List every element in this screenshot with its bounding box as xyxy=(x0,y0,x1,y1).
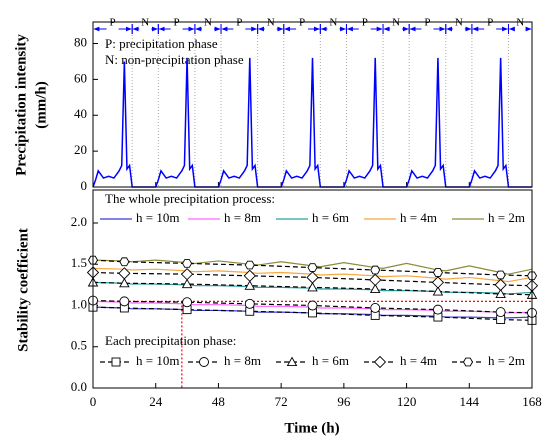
phase-label: N xyxy=(204,17,212,29)
marker xyxy=(244,280,256,290)
phase-label: N xyxy=(516,17,524,29)
y-tick-label: 80 xyxy=(74,35,87,50)
x-tick-label: 120 xyxy=(397,394,417,409)
x-tick-label: 0 xyxy=(90,394,97,409)
marker xyxy=(244,298,255,309)
plot-frame xyxy=(92,189,533,389)
phase-label: P xyxy=(424,17,430,29)
y-tick-label: 20 xyxy=(74,142,87,157)
marker xyxy=(182,259,193,268)
marker xyxy=(119,296,130,307)
marker xyxy=(307,281,318,292)
marker xyxy=(118,267,131,280)
phase-label: N xyxy=(392,17,400,29)
phase-label: N xyxy=(141,17,149,29)
marker xyxy=(462,357,474,367)
phase-label: P xyxy=(174,17,180,29)
legend-label: h = 4m xyxy=(400,353,437,368)
legend-label: h = 2m xyxy=(488,210,525,225)
marker xyxy=(432,304,443,315)
marker xyxy=(286,356,298,367)
marker xyxy=(182,297,193,308)
x-tick-label: 72 xyxy=(275,394,288,409)
x-axis-label: Time (h) xyxy=(284,420,339,436)
x-tick-label: 144 xyxy=(460,394,480,409)
legend-label: h = 4m xyxy=(400,210,437,225)
y-axis-label: Precipitation intensity xyxy=(13,34,29,176)
plot-frame xyxy=(92,21,533,188)
x-tick-label: 168 xyxy=(522,394,542,409)
marker xyxy=(244,260,255,270)
y-tick-label: 1.5 xyxy=(71,255,87,270)
marker xyxy=(181,278,193,289)
phase-label: N xyxy=(455,17,463,29)
marker xyxy=(495,288,506,298)
y-tick-label: 1.0 xyxy=(71,296,87,311)
y-tick-label: 0 xyxy=(81,178,88,193)
marker xyxy=(111,357,121,367)
legend-label: h = 2m xyxy=(488,353,525,368)
phase-label: N xyxy=(329,17,337,29)
marker xyxy=(432,286,444,296)
y-axis-label: Stability coefficient xyxy=(15,228,31,352)
line xyxy=(92,57,532,188)
annotation: P: precipitation phase xyxy=(105,36,218,51)
y-tick-label: 0.0 xyxy=(71,379,87,394)
marker xyxy=(370,303,381,313)
legend-label: h = 8m xyxy=(224,353,261,368)
phase-label: N xyxy=(267,17,275,29)
marker xyxy=(373,355,387,369)
marker xyxy=(369,273,382,287)
phase-label: P xyxy=(110,17,116,29)
legend-label: h = 6m xyxy=(312,210,349,225)
x-tick-label: 24 xyxy=(149,394,163,409)
marker xyxy=(495,307,506,318)
x-tick-label: 96 xyxy=(337,394,351,409)
legend-label: h = 6m xyxy=(312,353,349,368)
marker xyxy=(306,271,319,284)
marker xyxy=(495,270,506,280)
legend-title: The whole precipitation process: xyxy=(105,191,275,206)
y-tick-label: 2.0 xyxy=(71,214,87,229)
legend-label: h = 10m xyxy=(136,353,179,368)
marker xyxy=(199,357,209,367)
marker xyxy=(180,268,194,281)
annotation: N: non-precipitation phase xyxy=(105,52,244,67)
y-axis-label: (mm/h) xyxy=(33,81,49,129)
legend-label: h = 8m xyxy=(224,210,261,225)
marker xyxy=(494,278,507,292)
marker xyxy=(307,263,318,272)
marker xyxy=(307,300,318,311)
marker xyxy=(119,257,130,267)
marker xyxy=(119,277,130,288)
marker xyxy=(370,265,381,275)
phase-label: P xyxy=(299,17,305,29)
phase-label: P xyxy=(487,17,493,29)
marker xyxy=(369,283,381,294)
marker xyxy=(431,276,445,289)
marker xyxy=(432,268,443,277)
y-tick-label: 40 xyxy=(74,106,87,121)
legend-title: Each precipitation phase: xyxy=(105,333,236,348)
phase-label: P xyxy=(236,17,242,29)
marker xyxy=(243,269,256,282)
y-tick-label: 0.5 xyxy=(71,338,87,353)
y-tick-label: 60 xyxy=(74,70,87,85)
x-tick-label: 48 xyxy=(212,394,225,409)
line xyxy=(92,267,533,283)
legend-label: h = 10m xyxy=(136,210,179,225)
phase-label: P xyxy=(362,17,368,29)
